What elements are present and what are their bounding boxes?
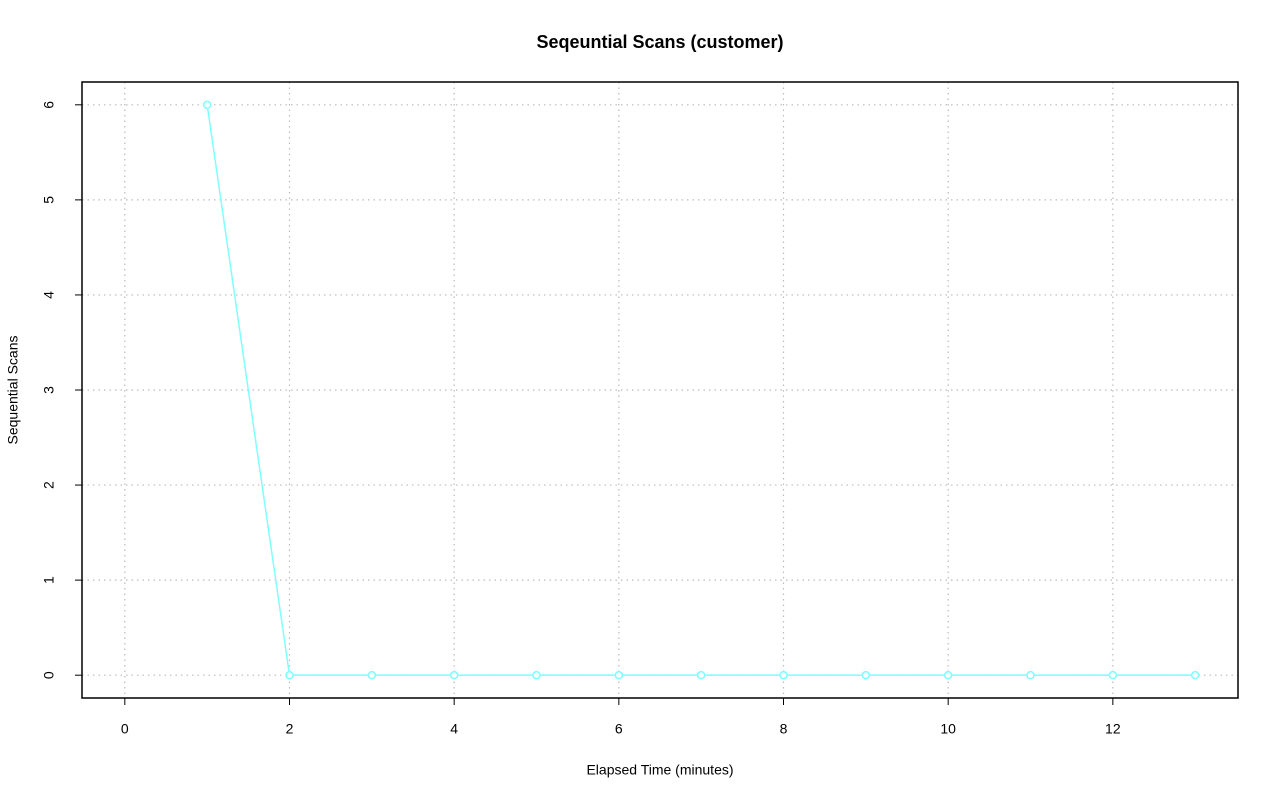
data-point	[696, 670, 706, 680]
y-tick-label: 2	[41, 481, 57, 489]
data-point	[449, 670, 459, 680]
data-point	[285, 670, 294, 680]
y-tick-label: 3	[41, 386, 57, 394]
x-tick-label: 10	[940, 721, 956, 737]
chart-title: Seqeuntial Scans (customer)	[536, 32, 783, 52]
data-point	[202, 100, 212, 110]
x-tick-label: 6	[615, 721, 623, 737]
data-point	[367, 670, 377, 680]
data-point	[943, 670, 953, 680]
data-point	[614, 670, 624, 680]
y-tick-label: 5	[41, 196, 57, 204]
data-point	[861, 670, 871, 680]
plot-frame	[81, 81, 1239, 699]
x-tick-label: 4	[450, 721, 458, 737]
x-tick-label: 0	[121, 721, 129, 737]
y-axis-label: Sequential Scans	[5, 336, 21, 445]
y-tick-label: 0	[41, 671, 57, 679]
y-tick-label: 6	[41, 101, 57, 109]
x-tick-label: 2	[286, 721, 294, 737]
data-point	[779, 670, 788, 680]
x-tick-label: 12	[1105, 721, 1121, 737]
series-line	[206, 104, 1196, 676]
data-point	[1108, 670, 1118, 680]
y-tick-label: 1	[41, 576, 57, 584]
data-point	[1190, 670, 1200, 680]
x-tick-label: 8	[780, 721, 788, 737]
data-point	[1026, 670, 1035, 680]
x-axis-label: Elapsed Time (minutes)	[586, 762, 733, 778]
y-tick-label: 4	[41, 291, 57, 299]
data-point	[532, 670, 541, 680]
